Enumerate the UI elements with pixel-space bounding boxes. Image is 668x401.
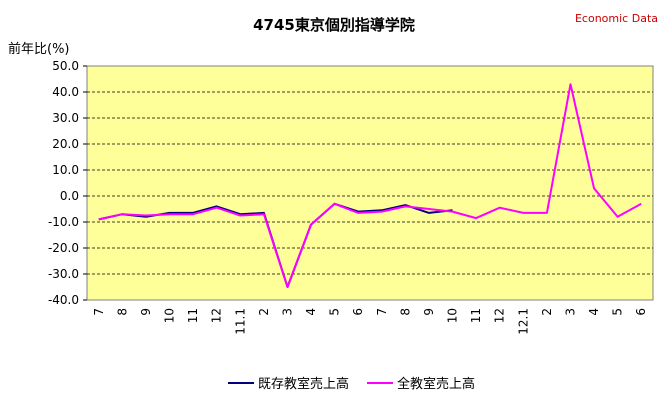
y-tick-label: 10.0: [52, 163, 79, 177]
y-tick-labels: 50.0 40.0 30.0 20.0 10.0 0.0 -10.0 -20.0 -30.0 -4…: [48, 59, 87, 307]
x-tick-label: 11.1: [233, 308, 247, 335]
legend-swatch-all: [367, 381, 394, 384]
x-tick-label: 12.1: [516, 308, 530, 335]
x-tick-label: 9: [139, 308, 153, 316]
x-tick-label: 11: [469, 308, 483, 323]
x-tick-label: 6: [351, 308, 365, 316]
series-line-1: [98, 83, 642, 288]
x-tick-label: 8: [398, 308, 412, 316]
y-axis-label: 前年比(%): [8, 42, 70, 57]
x-tick-label: 5: [328, 308, 342, 316]
x-tick-label: 7: [92, 308, 106, 316]
x-tick-label: 4: [587, 308, 601, 316]
x-tick-labels: 7 8 9 10 11 12 11.1 2 3 4 5 6 7 8 9 10 11 12 12.1 2 3 4 5 6: [92, 308, 648, 335]
x-tick-label: 5: [611, 308, 625, 316]
y-tick-label: -40.0: [48, 293, 79, 307]
legend: 既存教室売上高 全教室売上高: [228, 373, 475, 392]
chart-title: 4745東京個別指導学院: [253, 16, 415, 34]
legend-label-existing: 既存教室売上高: [258, 377, 350, 392]
y-tick-label: 40.0: [52, 85, 79, 99]
legend-item-all: 全教室売上高: [367, 373, 475, 392]
x-tick-label: 8: [115, 308, 129, 316]
x-tick-label: 10: [163, 308, 177, 323]
x-tick-label: 10: [446, 308, 460, 323]
y-tick-label: -20.0: [48, 241, 79, 255]
y-tick-label: 30.0: [52, 111, 79, 125]
x-tick-label: 4: [304, 308, 318, 316]
y-tick-label: 20.0: [52, 137, 79, 151]
x-tick-label: 6: [634, 308, 648, 316]
x-tick-label: 3: [563, 308, 577, 316]
x-tick-label: 7: [375, 308, 389, 316]
y-tick-label: 50.0: [52, 59, 79, 73]
x-tick-label: 2: [257, 308, 271, 316]
x-tick-label: 12: [210, 308, 224, 323]
series-lines: [98, 83, 642, 288]
legend-item-existing: 既存教室売上高: [228, 373, 349, 392]
legend-swatch-existing: [228, 381, 254, 384]
x-tick-label: 2: [540, 308, 554, 316]
x-tick-label: 3: [280, 308, 294, 316]
x-tick-label: 11: [186, 308, 200, 323]
source-label: Economic Data: [574, 12, 658, 25]
y-tick-label: -30.0: [48, 267, 79, 281]
y-tick-label: -10.0: [48, 215, 79, 229]
legend-label-all: 全教室売上高: [397, 377, 476, 392]
x-tick-label: 9: [422, 308, 436, 316]
y-tick-label: 0.0: [60, 189, 79, 203]
plot-area: [86, 65, 654, 301]
x-tick-label: 12: [493, 308, 507, 323]
